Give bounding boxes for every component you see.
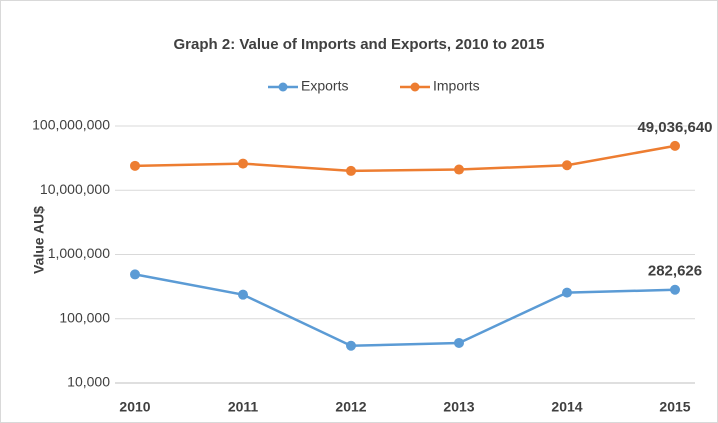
y-tick-label: 100,000,000 <box>32 117 110 133</box>
data-point <box>454 164 464 175</box>
x-tick-label: 2015 <box>659 399 690 415</box>
data-point <box>562 287 572 298</box>
series-line <box>134 273 676 348</box>
y-axis-label: Value AU$ <box>31 206 47 274</box>
legend-marker <box>278 82 288 92</box>
legend-label: Imports <box>433 78 480 94</box>
data-point <box>346 165 356 176</box>
x-tick-label: 2013 <box>443 399 474 415</box>
data-point <box>454 337 464 348</box>
y-tick-label: 10,000 <box>67 374 110 390</box>
x-tick-label: 2014 <box>551 399 582 415</box>
data-point <box>670 140 680 151</box>
data-point <box>670 284 680 295</box>
x-tick-label: 2010 <box>119 399 150 415</box>
x-tick-label: 2012 <box>335 399 366 415</box>
data-point <box>130 269 140 280</box>
y-tick-label: 1,000,000 <box>48 245 110 261</box>
data-point <box>562 160 572 171</box>
x-tick-label: 2011 <box>228 399 259 415</box>
data-label: 282,626 <box>648 263 702 280</box>
data-label: 49,036,640 <box>637 119 712 136</box>
legend-label: Exports <box>301 78 348 94</box>
data-point <box>238 289 248 300</box>
chart-title: Graph 2: Value of Imports and Exports, 2… <box>174 36 545 53</box>
y-tick-label: 10,000,000 <box>40 181 110 197</box>
data-point <box>238 158 248 169</box>
y-tick-label: 100,000 <box>59 309 110 325</box>
legend-marker <box>410 82 420 92</box>
data-point <box>130 160 140 171</box>
data-point <box>346 340 356 351</box>
series-line <box>134 144 676 173</box>
